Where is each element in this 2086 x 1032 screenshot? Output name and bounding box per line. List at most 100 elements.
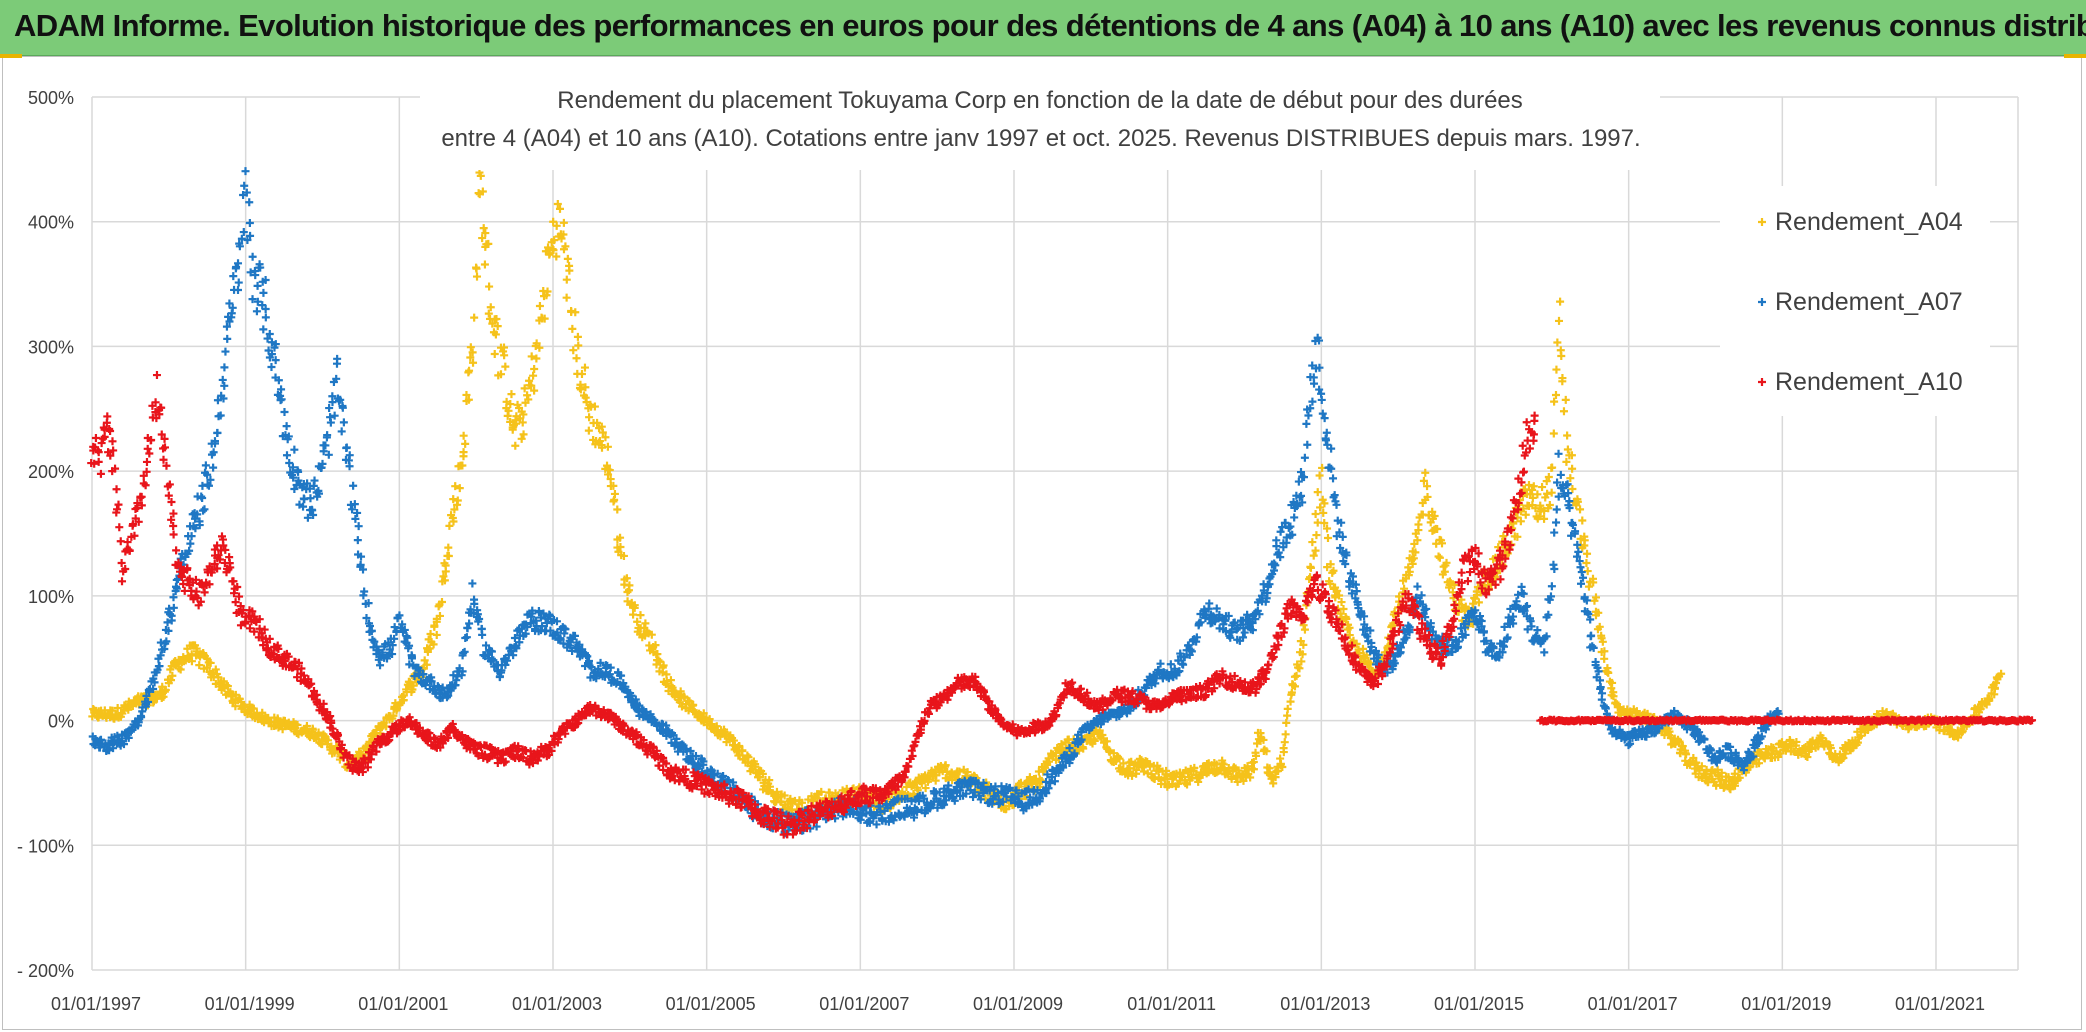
data-point [219,394,228,403]
data-point [1584,582,1593,591]
data-point [324,450,333,459]
data-point [348,505,357,514]
data-point [223,682,232,691]
data-point [154,662,163,671]
data-point [1589,578,1598,587]
data-point [1576,563,1585,572]
data-point [518,418,527,427]
data-point [493,322,502,331]
data-point [613,505,622,514]
data-point [490,349,499,358]
data-point [259,288,268,297]
data-point [485,282,494,291]
y-tick-label: 300% [28,337,74,357]
data-point [508,425,517,434]
data-point [1678,742,1687,751]
data-point [328,392,337,401]
data-point [187,532,196,541]
data-point [261,305,270,314]
frame-corner-right [2064,54,2086,58]
data-point [1689,753,1698,762]
data-point [559,218,568,227]
data-point [530,386,539,395]
data-point [1540,514,1549,523]
data-point [530,364,539,373]
data-point [444,543,453,552]
data-point [216,411,225,420]
data-point [252,307,261,316]
data-point [1958,727,1967,736]
data-point [1565,497,1574,506]
data-point [1803,753,1812,762]
data-point [159,692,168,701]
data-point [303,513,312,522]
data-point [1329,474,1338,483]
data-point [108,437,117,446]
data-point [519,430,528,439]
data-point [1549,429,1558,438]
y-tick-label: 100% [28,587,74,607]
data-point [325,404,334,413]
data-point [225,299,234,308]
data-point [1695,766,1704,775]
data-point [432,630,441,639]
data-point [1303,440,1312,449]
data-point [156,651,165,660]
data-point [206,658,215,667]
data-point [1269,779,1278,788]
data-point [114,500,123,509]
data-point [1556,297,1565,306]
data-point [365,621,374,630]
data-point [580,363,589,372]
data-point [574,341,583,350]
data-point [332,374,341,383]
data-point [1438,539,1446,548]
data-point [475,614,484,623]
data-point [439,572,448,581]
report-title: ADAM Informe. Evolution historique des p… [14,8,2086,43]
data-point [1300,625,1309,634]
data-point [1320,519,1329,528]
data-point [1576,505,1585,514]
data-point [515,638,524,647]
data-point [1302,419,1311,428]
data-point [1521,510,1530,519]
data-point [459,448,468,457]
data-point [1550,565,1559,574]
data-point [427,677,436,686]
data-point [285,458,294,467]
data-point [487,647,496,656]
data-point [1435,553,1444,562]
data-point [705,715,714,724]
data-point [1573,497,1582,506]
data-point [185,546,194,555]
data-point [1555,316,1564,325]
data-point [362,614,371,623]
y-tick-label: - 100% [17,836,74,856]
data-point [206,475,215,484]
data-point [765,782,774,791]
data-point [772,787,781,796]
data-point [445,521,454,530]
data-point [267,363,276,372]
data-point [813,794,822,803]
data-point [314,728,323,737]
data-point [550,236,559,245]
data-point [187,657,196,666]
data-point [349,481,358,490]
data-point [388,641,397,650]
data-point [509,651,518,660]
data-point [500,351,509,360]
data-point [532,354,541,363]
data-point [103,412,112,421]
data-point [1102,737,1111,746]
y-tick-label: 500% [28,88,74,108]
data-point [1098,731,1107,740]
data-point [240,181,249,190]
data-point [339,418,348,427]
data-point [143,444,152,453]
x-tick-label: 01/01/1997 [51,994,141,1014]
data-point [1598,637,1607,646]
data-point [552,617,561,626]
data-point [302,722,311,731]
